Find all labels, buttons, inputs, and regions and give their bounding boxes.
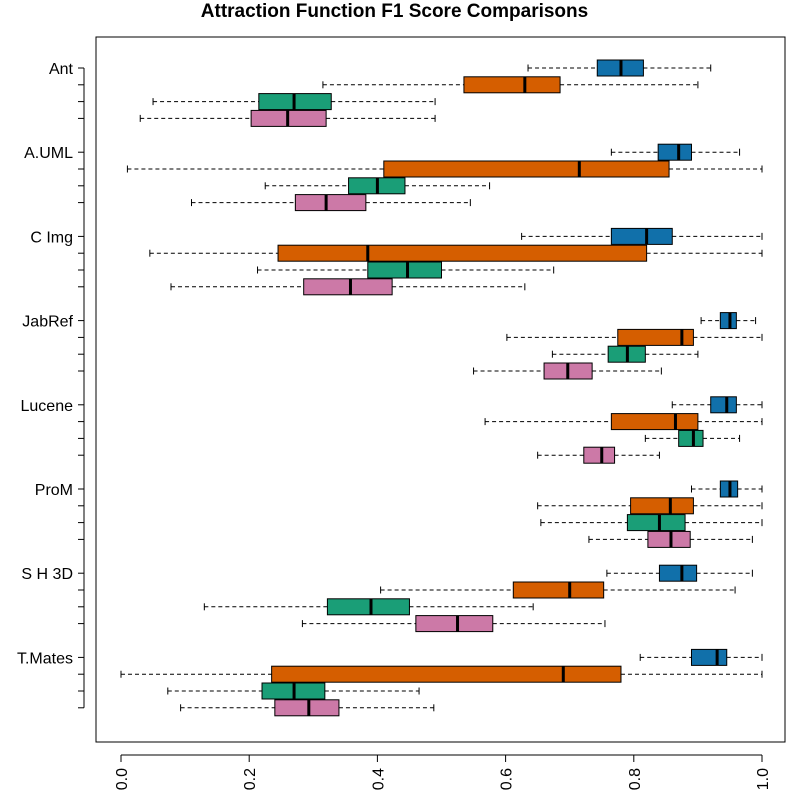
x-tick-label: 0.4 xyxy=(370,768,387,790)
box xyxy=(617,328,694,346)
box xyxy=(294,194,367,212)
box xyxy=(367,261,442,279)
box xyxy=(415,615,494,633)
x-tick-label: 0.8 xyxy=(627,768,644,790)
box xyxy=(719,312,737,330)
box xyxy=(583,446,616,464)
box xyxy=(303,278,393,296)
box xyxy=(657,143,692,161)
box xyxy=(647,530,691,548)
chart-title: Attraction Function F1 Score Comparisons xyxy=(200,1,589,22)
box xyxy=(383,160,670,178)
x-tick-label: 0.0 xyxy=(114,768,131,790)
box xyxy=(690,648,728,666)
group-label: JabRef xyxy=(22,314,73,331)
group-label: Ant xyxy=(49,61,74,78)
box xyxy=(630,497,694,515)
x-tick-label: 0.2 xyxy=(242,768,259,790)
box xyxy=(626,514,686,532)
plot-frame xyxy=(95,36,786,743)
box xyxy=(512,581,605,599)
box xyxy=(610,413,699,431)
group-label: Lucene xyxy=(21,398,74,415)
box xyxy=(658,564,698,582)
x-tick-label: 1.0 xyxy=(755,768,772,790)
box xyxy=(271,665,622,683)
group-label: A.UML xyxy=(24,145,73,162)
group-label: ProM xyxy=(35,482,73,499)
x-tick-label: 0.6 xyxy=(499,768,516,790)
box xyxy=(277,244,648,262)
box xyxy=(326,598,410,616)
box xyxy=(678,429,704,447)
group-label: C Img xyxy=(30,229,73,246)
group-label: S H 3D xyxy=(21,566,73,583)
box xyxy=(710,396,737,414)
box xyxy=(274,699,340,717)
box xyxy=(463,76,561,94)
box xyxy=(610,227,673,245)
group-label: T.Mates xyxy=(17,650,73,667)
